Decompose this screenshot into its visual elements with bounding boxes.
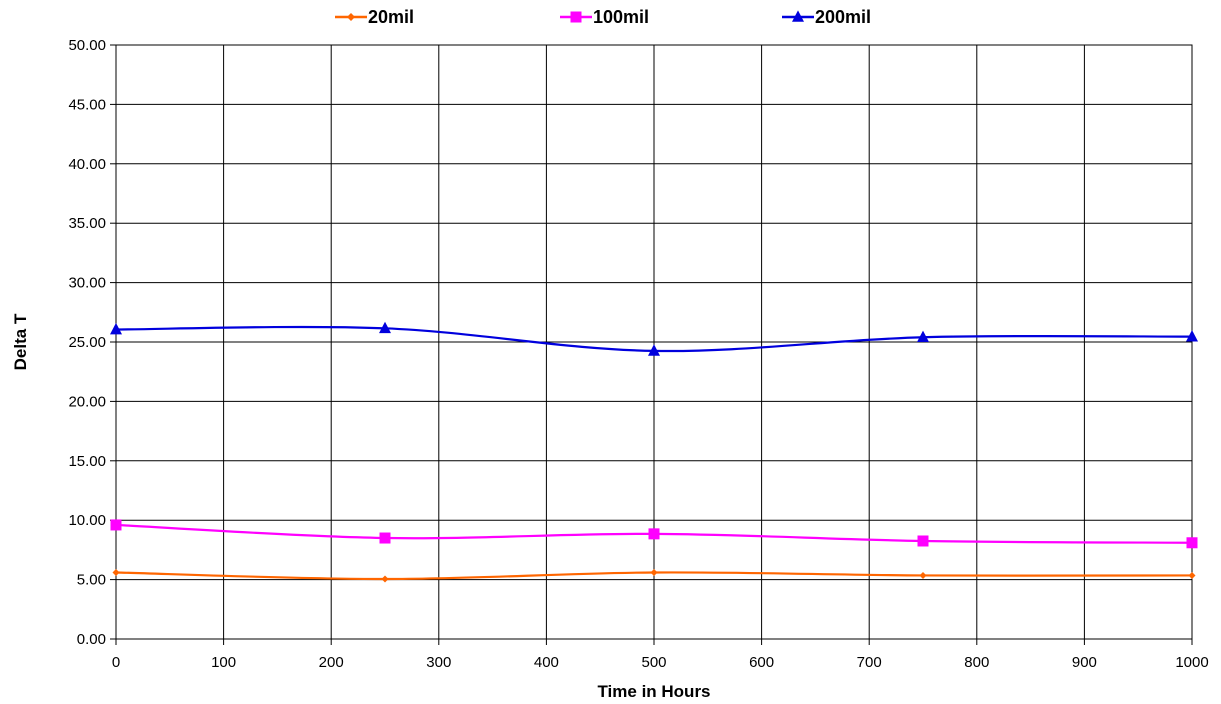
gridlines <box>115 44 1193 640</box>
data-point <box>110 322 122 335</box>
x-tick-label: 300 <box>426 654 451 671</box>
legend-item: 20mil <box>335 7 414 27</box>
x-tick-label: 200 <box>319 654 344 671</box>
legend-label: 100mil <box>593 7 649 27</box>
data-point <box>379 321 391 334</box>
series-lines <box>110 321 1198 583</box>
data-point <box>1186 330 1198 342</box>
y-tick-label: 0.00 <box>77 631 106 648</box>
data-point <box>381 575 389 583</box>
data-point <box>917 330 929 343</box>
series-100mil <box>110 519 1198 549</box>
x-tick-label: 700 <box>857 654 882 671</box>
legend-label: 200mil <box>815 7 871 27</box>
y-tick-label: 45.00 <box>68 96 106 113</box>
data-point <box>648 528 660 540</box>
y-tick-label: 35.00 <box>68 215 106 232</box>
x-tick-label: 100 <box>211 654 236 671</box>
legend-marker <box>347 13 355 21</box>
data-point <box>648 344 660 356</box>
x-tick-label: 900 <box>1072 654 1097 671</box>
x-tick-label: 400 <box>534 654 559 671</box>
data-point <box>650 568 658 576</box>
axes: 0.00 5.00 10.00 15.00 20.00 25.00 30.00 35.00 40… <box>68 37 1208 671</box>
x-tick-label: 1000 <box>1175 654 1208 671</box>
y-tick-label: 30.00 <box>68 275 106 292</box>
legend-item: 100mil <box>560 7 649 27</box>
legend-label: 20mil <box>368 7 414 27</box>
y-tick-label: 40.00 <box>68 156 106 173</box>
y-tick-label: 5.00 <box>77 572 106 589</box>
data-point <box>917 535 929 547</box>
data-point <box>110 519 122 531</box>
data-point <box>919 571 927 579</box>
x-axis-title: Time in Hours <box>597 682 710 701</box>
x-tick-label: 500 <box>641 654 666 671</box>
data-point <box>112 568 120 576</box>
legend: 20mil 100mil 200mil <box>335 7 871 27</box>
series-200mil <box>110 321 1198 356</box>
x-tick-label: 800 <box>964 654 989 671</box>
data-point <box>379 532 391 544</box>
legend-marker <box>570 11 582 23</box>
x-tick-label: 600 <box>749 654 774 671</box>
legend-item: 200mil <box>782 7 871 27</box>
y-tick-label: 50.00 <box>68 37 106 54</box>
y-tick-label: 15.00 <box>68 453 106 470</box>
y-axis-title: Delta T <box>11 313 30 370</box>
data-point <box>1186 537 1198 549</box>
y-tick-label: 10.00 <box>68 512 106 529</box>
legend-marker <box>792 10 804 22</box>
data-point <box>1188 571 1196 579</box>
series-20mil <box>112 568 1196 583</box>
y-tick-label: 20.00 <box>68 393 106 410</box>
x-tick-label: 0 <box>112 654 120 671</box>
y-tick-label: 25.00 <box>68 334 106 351</box>
